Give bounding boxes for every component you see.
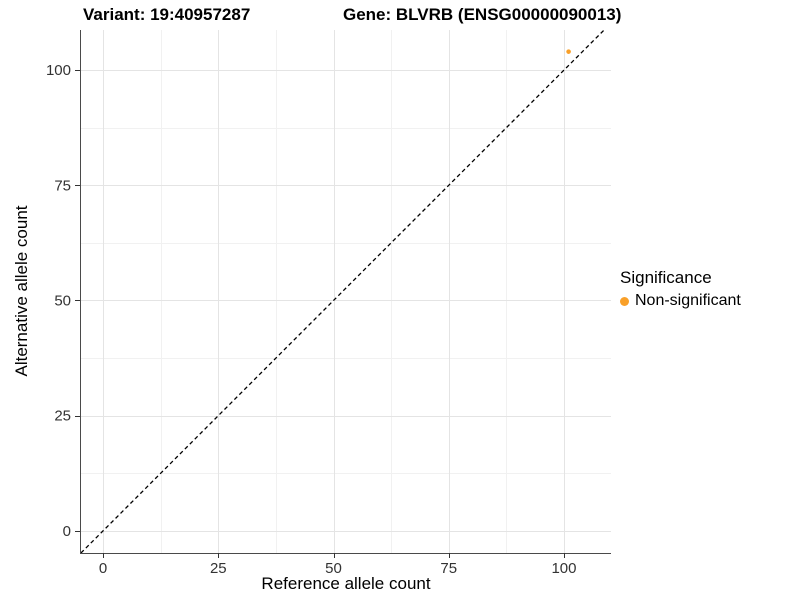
plot-title-variant: Variant: 19:40957287 xyxy=(83,5,251,24)
y-axis-title: Alternative allele count xyxy=(12,205,31,377)
legend-item: Non-significant xyxy=(620,292,741,310)
plot-title-gene: Gene: BLVRB (ENSG00000090013) xyxy=(343,5,622,24)
x-tick-label: 25 xyxy=(210,560,227,577)
legend: Significance Non-significant xyxy=(620,267,741,310)
x-axis-title: Reference allele count xyxy=(261,574,431,593)
legend-item-label: Non-significant xyxy=(635,292,741,309)
data-point xyxy=(566,49,571,54)
x-tick-label: 75 xyxy=(440,560,457,577)
legend-point-swatch xyxy=(620,296,629,306)
y-tick-label: 25 xyxy=(54,408,71,425)
y-tick-label: 100 xyxy=(46,62,71,79)
y-tick-label: 50 xyxy=(54,292,71,309)
y-tick-label: 0 xyxy=(63,523,71,540)
x-tick-label: 100 xyxy=(551,560,576,577)
x-tick-label: 50 xyxy=(325,560,342,577)
y-tick-label: 75 xyxy=(54,177,71,194)
identity-reference-line xyxy=(80,29,605,554)
legend-title: Significance xyxy=(620,268,712,287)
x-tick-label: 0 xyxy=(99,560,107,577)
